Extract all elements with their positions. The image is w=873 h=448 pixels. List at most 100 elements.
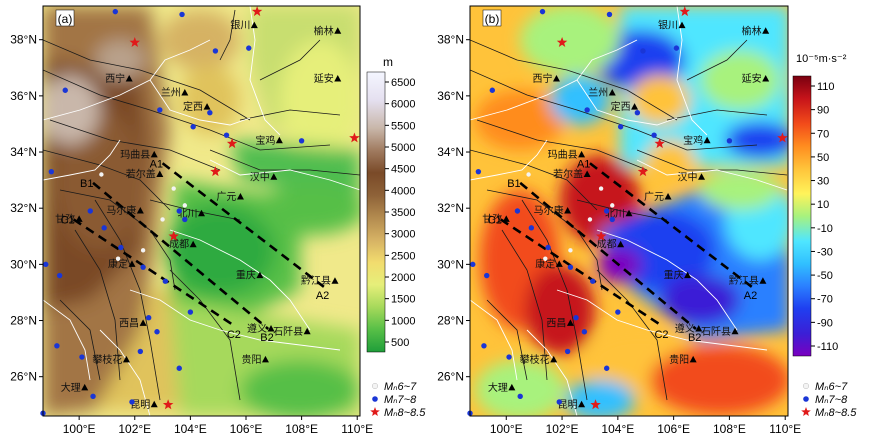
y-tick-label-a: 36°N — [10, 89, 37, 103]
earthquake-dot-blue — [54, 343, 60, 349]
earthquake-star-icon — [556, 37, 568, 47]
earthquake-dot-blue — [545, 244, 551, 251]
earthquake-dot-blue — [603, 208, 610, 214]
colorbar-tick-label: -30 — [817, 246, 833, 258]
legend-dot-icon — [372, 396, 378, 402]
colorbar-tick-label: 70 — [817, 128, 829, 140]
earthquake-dot-white — [115, 256, 121, 261]
earthquake-star-icon — [349, 132, 360, 143]
city-label: 石阡县 — [701, 326, 731, 338]
colorbar-tick-label: 500 — [391, 337, 409, 349]
city-triangle-icon — [139, 319, 147, 326]
earthquake-dot-blue — [573, 315, 579, 321]
city-triangle-icon — [578, 400, 586, 408]
city-label: 康定 — [535, 257, 555, 270]
city-triangle-icon — [150, 150, 158, 158]
city-triangle-icon — [762, 27, 770, 34]
city-triangle-icon — [256, 271, 264, 279]
city-triangle-icon — [555, 260, 563, 267]
city-label: 兰州 — [161, 86, 181, 99]
city-triangle-icon — [617, 240, 625, 248]
city-triangle-icon — [731, 327, 739, 335]
city-label: 西昌 — [546, 317, 566, 329]
earthquake-dot-blue — [617, 124, 624, 130]
colorbar-tick-label: -110 — [817, 341, 838, 353]
earthquake-dot-white — [598, 186, 604, 191]
earthquake-dot-blue — [556, 399, 562, 405]
city-label: 若尔盖 — [553, 167, 583, 180]
earthquake-dot-blue — [470, 261, 476, 268]
earthquake-dot-blue — [584, 107, 590, 113]
city-label: 宝鸡 — [683, 134, 703, 147]
city-label: 甘孜 — [482, 212, 502, 225]
city-label: 贵阳 — [241, 353, 261, 366]
profile-lines-layer: A1 A2 B1 B2 C1 C2 A1 A2 B1 B2 C1 C2 — [61, 158, 758, 344]
earthquake-dot-blue — [190, 124, 196, 130]
city-label: 马尔康 — [106, 204, 136, 217]
city-label: 贵阳 — [669, 353, 689, 366]
y-tick-label-a: 38°N — [10, 33, 37, 47]
earthquake-dot-blue — [609, 216, 615, 223]
colorbar-tick-label: -90 — [817, 317, 833, 329]
earthquake-dot-white — [587, 217, 593, 222]
colorbar-tick-label: 2500 — [391, 250, 415, 262]
city-triangle-icon — [695, 324, 703, 332]
city-triangle-icon — [631, 103, 639, 110]
earthquake-dot-blue — [48, 168, 55, 175]
city-label: 成都 — [169, 239, 189, 251]
profile-start-label: A1 — [577, 158, 590, 170]
earthquake-dot-blue — [603, 365, 610, 371]
city-label: 延安 — [742, 72, 762, 85]
earthquake-dot-blue — [129, 399, 135, 405]
city-label: 银川 — [230, 19, 250, 32]
panel-b-tag: (b) — [482, 9, 502, 27]
earthquake-dot-blue — [43, 261, 49, 268]
legend-label: Mₙ8~8.5 — [815, 407, 857, 419]
earthquake-dot-blue — [223, 132, 230, 138]
earthquake-dot-blue — [484, 272, 490, 279]
x-tick-label-b: 102°E — [546, 422, 579, 436]
city-label: 若尔盖 — [126, 167, 156, 180]
profile-start-label: C1 — [61, 214, 75, 226]
city-label: 石阡县 — [273, 326, 303, 338]
city-triangle-icon — [678, 21, 686, 29]
earthquake-dot-blue — [118, 244, 124, 251]
earthquake-dot-blue — [176, 365, 182, 371]
earthquake-dot-blue — [137, 348, 144, 355]
city-triangle-icon — [150, 400, 158, 408]
city-triangle-icon — [759, 277, 767, 284]
earthquake-dot-blue — [517, 393, 523, 400]
city-triangle-icon — [203, 103, 211, 110]
city-triangle-icon — [198, 209, 205, 217]
x-tick-label-a: 104°E — [174, 422, 207, 436]
city-triangle-icon — [125, 75, 133, 82]
city-label: 昆明 — [558, 399, 578, 411]
colorbar-tick-label: 10 — [817, 199, 829, 211]
city-label: 兰州 — [588, 86, 608, 99]
y-tick-label-b: 30°N — [437, 257, 464, 271]
profile-end-label: B2 — [260, 332, 273, 344]
y-tick-label-a: 26°N — [10, 370, 37, 384]
earthquake-star-icon — [654, 138, 665, 149]
y-tick-label-a: 32°N — [10, 201, 37, 215]
earthquake-dot-blue — [212, 48, 219, 54]
panel-a-frame — [42, 5, 361, 417]
colorbar-tick-label: 1000 — [391, 315, 415, 327]
earthquake-dot-blue — [112, 8, 118, 15]
legend-star-icon — [801, 407, 811, 416]
earthquake-dot-blue — [481, 343, 487, 349]
y-tick-label-b: 28°N — [437, 314, 464, 328]
earthquakes-layer — [40, 6, 788, 416]
panel-b-frame — [469, 5, 789, 417]
earthquake-star-icon — [129, 37, 140, 47]
y-tick-label-a: 28°N — [10, 314, 37, 328]
legend-dot-icon — [371, 382, 379, 390]
y-tick-label-b: 32°N — [437, 201, 464, 215]
legend-label: Mₙ6~7 — [384, 381, 417, 393]
colorbar-tick-label: -50 — [817, 270, 833, 282]
city-label: 宝鸡 — [255, 134, 275, 147]
city-triangle-icon — [698, 173, 706, 180]
earthquake-dot-blue — [145, 315, 152, 321]
